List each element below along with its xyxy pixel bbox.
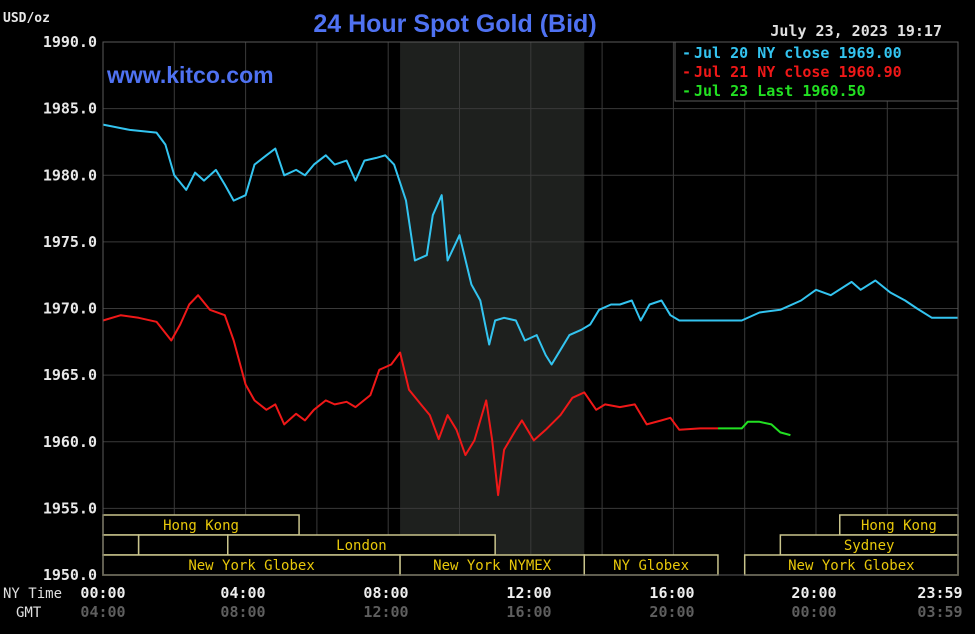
ny-time-tick: 00:00 bbox=[80, 584, 125, 602]
legend: - Jul 20 NY close 1969.00- Jul 21 NY close… bbox=[674, 41, 959, 102]
y-tick-label: 1970.0 bbox=[43, 300, 97, 318]
gmt-tick: 03:59 bbox=[917, 603, 962, 621]
y-axis-unit: USD/oz bbox=[3, 11, 50, 26]
y-tick-label: 1990.0 bbox=[43, 33, 97, 51]
legend-label: Jul 20 NY close 1969.00 bbox=[694, 44, 902, 62]
gridlines bbox=[103, 41, 958, 576]
session-bar: London bbox=[227, 534, 496, 556]
session-bar bbox=[137, 534, 229, 556]
session-label: London bbox=[336, 538, 387, 554]
series-line-0 bbox=[102, 123, 958, 366]
legend-box bbox=[674, 41, 959, 102]
session-label: Sydney bbox=[844, 538, 895, 554]
y-tick-label: 1950.0 bbox=[43, 566, 97, 584]
ny-time-label: NY Time bbox=[3, 586, 62, 602]
series-line-2 bbox=[718, 420, 791, 437]
session-bar: New York NYMEX bbox=[399, 554, 586, 576]
session-bar bbox=[102, 534, 140, 556]
session-label: Hong Kong bbox=[163, 518, 239, 534]
legend-label: Jul 21 NY close 1960.90 bbox=[694, 63, 902, 81]
ny-time-tick: 12:00 bbox=[506, 584, 551, 602]
legend-entry: - bbox=[682, 82, 691, 100]
gmt-tick: 08:00 bbox=[220, 603, 265, 621]
session-label: New York NYMEX bbox=[433, 558, 552, 574]
gmt-tick: 20:00 bbox=[649, 603, 694, 621]
session-label: NY Globex bbox=[613, 558, 689, 574]
plot-border bbox=[102, 41, 959, 576]
session-box bbox=[102, 534, 140, 556]
trading-sessions: Hong Kong Hong Kong London Sydney New York G… bbox=[102, 514, 959, 576]
y-tick-label: 1985.0 bbox=[43, 100, 97, 118]
y-tick-label: 1955.0 bbox=[43, 499, 97, 517]
session-bar: Hong Kong bbox=[839, 514, 959, 536]
ny-time-tick: 08:00 bbox=[363, 584, 408, 602]
timestamp: July 23, 2023 19:17 bbox=[770, 22, 942, 40]
session-box bbox=[137, 534, 229, 556]
legend-label: Jul 23 Last 1960.50 bbox=[694, 82, 866, 100]
y-tick-label: 1980.0 bbox=[43, 166, 97, 184]
y-tick-label: 1965.0 bbox=[43, 366, 97, 384]
legend-entry: - bbox=[682, 63, 691, 81]
session-bar: New York Globex bbox=[743, 554, 959, 576]
session-label: New York Globex bbox=[188, 558, 314, 574]
kitco-watermark: www.kitco.com bbox=[106, 62, 274, 88]
session-bar: Sydney bbox=[779, 534, 959, 556]
y-tick-label: 1960.0 bbox=[43, 433, 97, 451]
chart-title: 24 Hour Spot Gold (Bid) bbox=[313, 10, 596, 38]
gmt-tick: 00:00 bbox=[791, 603, 836, 621]
y-axis-ticks: 1990.0 1985.0 1980.0 1975.0 1970.0 1965.0 1960… bbox=[43, 33, 97, 584]
session-label: New York Globex bbox=[788, 558, 914, 574]
gmt-label: GMT bbox=[16, 605, 42, 621]
gmt-tick: 04:00 bbox=[80, 603, 125, 621]
y-tick-label: 1975.0 bbox=[43, 233, 97, 251]
series-line-1 bbox=[102, 294, 718, 497]
legend-entry: - bbox=[682, 44, 691, 62]
gmt-tick: 16:00 bbox=[506, 603, 551, 621]
gmt-tick: 12:00 bbox=[363, 603, 408, 621]
price-series bbox=[102, 123, 958, 497]
ny-time-tick: 16:00 bbox=[649, 584, 694, 602]
session-label: Hong Kong bbox=[861, 518, 937, 534]
session-bar: New York Globex bbox=[102, 554, 401, 576]
ny-time-tick: 23:59 bbox=[917, 584, 962, 602]
ny-time-tick: 20:00 bbox=[791, 584, 836, 602]
session-bar: NY Globex bbox=[583, 554, 719, 576]
ny-time-tick: 04:00 bbox=[220, 584, 265, 602]
session-bar: Hong Kong bbox=[102, 514, 300, 536]
